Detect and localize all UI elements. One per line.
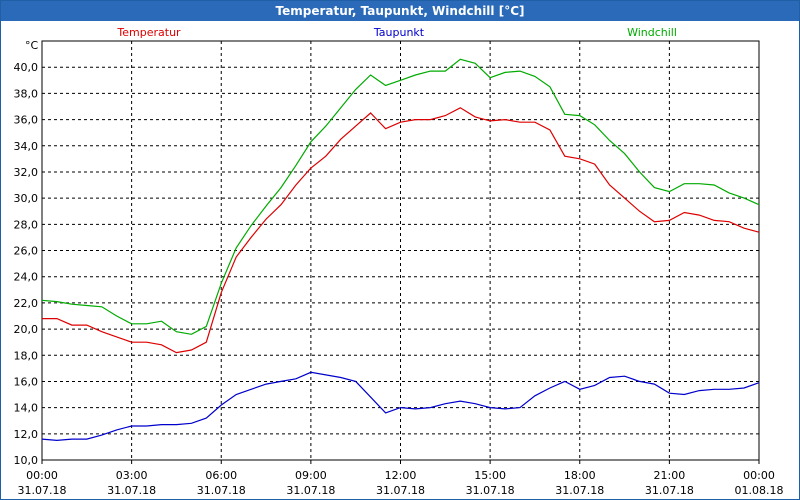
x-tick-date: 31.07.18	[286, 484, 335, 497]
y-tick-label: 22,0	[14, 297, 39, 310]
y-tick-label: 20,0	[14, 323, 39, 336]
x-tick-time: 12:00	[385, 469, 417, 482]
x-tick-time: 00:00	[743, 469, 775, 482]
y-tick-label: 38,0	[14, 87, 39, 100]
legend-temperatur: Temperatur	[116, 26, 181, 39]
legend-windchill: Windchill	[627, 26, 677, 39]
series-line-windchill	[41, 58, 760, 335]
y-tick-label: 14,0	[14, 402, 39, 415]
x-tick-time: 21:00	[654, 469, 686, 482]
x-tick-date: 31.07.18	[376, 484, 425, 497]
x-tick-time: 15:00	[474, 469, 506, 482]
y-axis-label: °C	[25, 39, 39, 52]
x-tick-time: 09:00	[295, 469, 327, 482]
series-line-taupunkt	[41, 371, 760, 442]
y-tick-label: 16,0	[14, 375, 39, 388]
y-tick-label: 30,0	[14, 192, 39, 205]
x-tick-date: 31.07.18	[18, 484, 67, 497]
x-tick-date: 31.07.18	[555, 484, 604, 497]
y-tick-label: 24,0	[14, 271, 39, 284]
x-tick-date: 31.07.18	[466, 484, 515, 497]
plot-area-border	[41, 40, 760, 461]
x-tick-date: 31.07.18	[197, 484, 246, 497]
y-tick-label: 34,0	[14, 140, 39, 153]
x-tick-time: 06:00	[205, 469, 237, 482]
y-tick-label: 26,0	[14, 245, 39, 258]
y-tick-label: 12,0	[14, 428, 39, 441]
series-line-temperatur	[42, 107, 760, 354]
y-tick-label: 18,0	[14, 349, 39, 362]
y-tick-label: 10,0	[14, 454, 39, 467]
x-tick-time: 00:00	[26, 469, 58, 482]
y-tick-label: 32,0	[14, 166, 39, 179]
legend-taupunkt: Taupunkt	[373, 26, 425, 39]
x-tick-date: 31.07.18	[645, 484, 694, 497]
x-tick-time: 03:00	[116, 469, 148, 482]
y-tick-label: 36,0	[14, 114, 39, 127]
x-tick-date: 01.08.18	[735, 484, 784, 497]
x-tick-date: 31.07.18	[107, 484, 156, 497]
window-title: Temperatur, Taupunkt, Windchill [°C]	[1, 1, 799, 21]
line-chart: 10,0 12,0 14,0 16,0 18,0 20,0 22,0 24,0 26,0 28,0…	[14, 26, 784, 497]
x-tick-time: 18:00	[564, 469, 596, 482]
y-tick-label: 28,0	[14, 218, 39, 231]
y-tick-label: 40,0	[14, 61, 39, 74]
